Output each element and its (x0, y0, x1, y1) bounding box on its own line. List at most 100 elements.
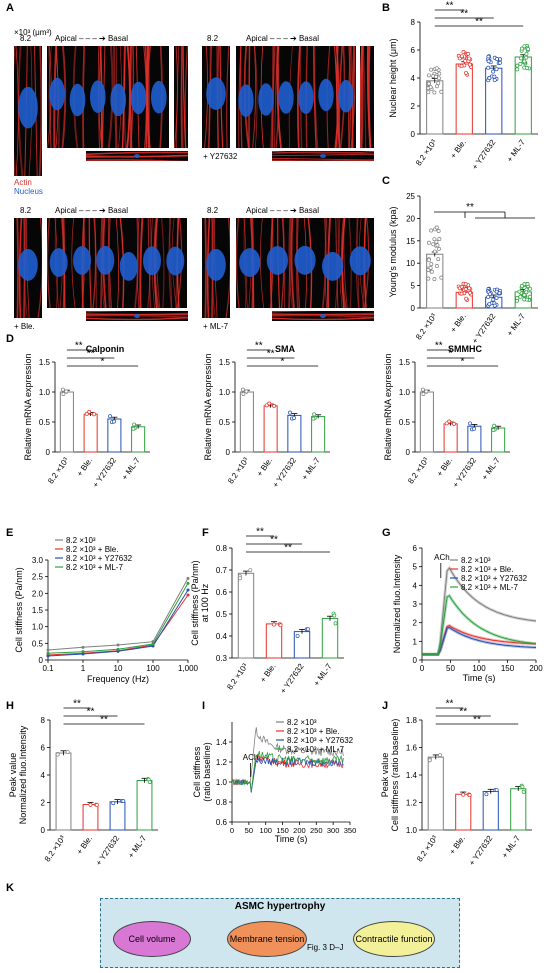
panel-e-ytick-label-4: 2.0 (32, 589, 44, 598)
panel-i-legend-label-2: 8.2 ×10³ + Y27632 (287, 736, 354, 745)
panel-e-xtick-label-4: 1,000 (178, 664, 199, 673)
panel-f-xtick-label-0: 8.2 ×10³ (225, 662, 250, 692)
panel-h-sig-2: ** (100, 715, 108, 726)
panel-d-1-xtick-label-1: + Ble. (255, 456, 274, 478)
schematic-arrow-label: Fig. 3 D–J (307, 943, 344, 952)
panel-h-dot-2-2 (121, 799, 126, 804)
panel-e-ytick-label-2: 1.0 (32, 623, 44, 632)
panel-d-2-dot-3-1 (492, 423, 497, 428)
panel-i-ytick-label-2: 1.0 (216, 778, 228, 787)
panel-i-ylabel-1: (ratio baseline) (202, 742, 212, 802)
panel-h-sig-1: ** (87, 707, 95, 718)
panel-d-0-dot-1-2 (84, 411, 89, 416)
panel-d-2-sig-0: ** (435, 341, 443, 352)
panel-b-dot-2-19 (498, 57, 503, 62)
panel-c-dot-1-25 (463, 287, 468, 292)
panel-d-1-ytick-label-1: 0.5 (219, 418, 231, 427)
panel-b-dot-0-18 (428, 85, 433, 90)
panel-c-ylabel-0: Young's modulus (kpa) (388, 207, 398, 298)
panel-e-legend-label-3: 8.2 ×10³ + ML-7 (66, 563, 123, 572)
panel-d-1-dot-1-1 (272, 403, 277, 408)
panel-g-ach-label: ACh (434, 553, 450, 562)
panel-f-dot-2-1 (295, 633, 300, 638)
panel-e-xtick-label-1: 1 (81, 664, 86, 673)
panel-c-dot-0-17 (426, 240, 431, 245)
panel-d-1-ytick-label-0: 0 (226, 448, 231, 457)
panel-j-bar-0 (427, 756, 444, 831)
panel-f-ylabel-0: Cell stiffness (Pa/nm) (190, 560, 200, 645)
panel-j-ytick-label-4: 1.8 (406, 716, 418, 725)
panel-e-point-0-0 (46, 648, 50, 652)
panel-c-xtick-label-0: 8.2 ×10³ (414, 312, 439, 342)
micro-ble-value-label: 8.2 (20, 206, 32, 215)
panel-c-dot-1-24 (463, 282, 468, 287)
panel-j-dot-3-1 (520, 784, 525, 789)
panel-d-0-bar-1 (83, 413, 98, 453)
panel-b-sig-0: ** (446, 1, 454, 12)
panel-c-dot-0-5 (434, 239, 439, 244)
panel-c-dot-0-22 (435, 243, 440, 248)
panel-f-ytick-label-1: 0.4 (216, 632, 228, 641)
panel-c-dot-3-24 (517, 289, 522, 294)
panel-d-1-dot-0-2 (241, 392, 246, 396)
panel-b-dot-2-15 (492, 74, 497, 79)
panel-c-dot-3-22 (528, 286, 533, 291)
panel-d-1-bar-3 (311, 416, 326, 453)
panel-e-ylabel: Cell stiffness (Pa/nm) (14, 567, 24, 652)
panel-e-xtick-label-2: 10 (114, 664, 123, 673)
panel-c-dot-1-8 (464, 296, 469, 301)
panel-d-1-bar-0 (239, 391, 254, 453)
panel-e-point-1-4 (186, 593, 190, 597)
panel-e-point-2-0 (46, 654, 50, 658)
panel-j-bar-2 (482, 791, 499, 831)
panel-c-dot-2-25 (494, 289, 499, 294)
panel-f-ytick-label-5: 0.8 (216, 544, 228, 553)
micro-y27632-main (236, 46, 356, 148)
panel-g-legend-label-3: 8.2 ×10³ + ML-7 (461, 583, 518, 592)
panel-b-dot-3-9 (524, 55, 529, 60)
panel-h-bar-3 (136, 780, 153, 831)
panel-b-dot-0-21 (433, 74, 438, 79)
panel-j-dot-0-2 (427, 758, 432, 763)
panel-h-bar-1 (82, 804, 99, 831)
panel-e-point-0-1 (81, 645, 85, 649)
panel-d-1-dot-3-2 (311, 416, 316, 421)
panel-j-ylabel-0: Peak value (380, 753, 390, 798)
panel-d-1-ytick-label-3: 1.5 (219, 358, 231, 367)
schematic-node-membrane-tension: Membrane tension (227, 921, 307, 957)
panel-c-dot-1-21 (467, 286, 472, 291)
panel-c-dot-0-10 (436, 229, 441, 233)
panel-b-dot-0-6 (429, 67, 434, 72)
panel-label-h: H (6, 700, 14, 712)
panel-e-ytick-label-3: 1.5 (32, 606, 44, 615)
panel-f-bar-1 (265, 623, 283, 659)
panel-d-1-dot-1-0 (267, 401, 272, 406)
panel-b-dot-3-16 (519, 56, 524, 61)
micro-control-axis-text: Apical – – – ➔ Basal (55, 34, 128, 43)
panel-h-xtick-label-2: + Y27632 (94, 834, 121, 868)
panel-e-point-3-1 (81, 650, 85, 654)
panel-g-xtick-label-1: 50 (446, 664, 455, 673)
panel-g-series-3 (422, 595, 537, 655)
panel-j-sig-1: ** (459, 707, 467, 718)
panel-i-xtick-label-0: 0 (230, 826, 234, 835)
panel-c-dot-0-25 (432, 249, 437, 254)
panel-b-dot-0-3 (432, 90, 437, 95)
panel-f-dot-0-1 (248, 568, 253, 573)
panel-g-ytick-label-4: 4 (413, 581, 418, 590)
panel-d-1-xtick-label-3: + ML-7 (300, 456, 322, 482)
panel-b-dot-3-18 (522, 44, 527, 49)
panel-b-dot-2-18 (491, 69, 496, 74)
panel-c-dot-0-23 (429, 262, 434, 267)
panel-label-b: B (382, 2, 390, 14)
panel-d-1-sig-2: * (281, 357, 285, 368)
panel-d-0-dot-2-1 (112, 419, 117, 424)
panel-c-dot-0-3 (432, 277, 437, 282)
panel-b-dot-1-20 (466, 51, 471, 56)
panel-b-dot-0-14 (439, 89, 444, 94)
panel-c-dot-3-21 (519, 283, 524, 288)
panel-j-xtick-label-2: + Y27632 (467, 834, 494, 868)
panel-c-dot-0-12 (426, 258, 431, 263)
panel-b-xtick-label-3: + ML-7 (505, 138, 527, 164)
panel-d-2-dot-2-1 (472, 426, 477, 431)
